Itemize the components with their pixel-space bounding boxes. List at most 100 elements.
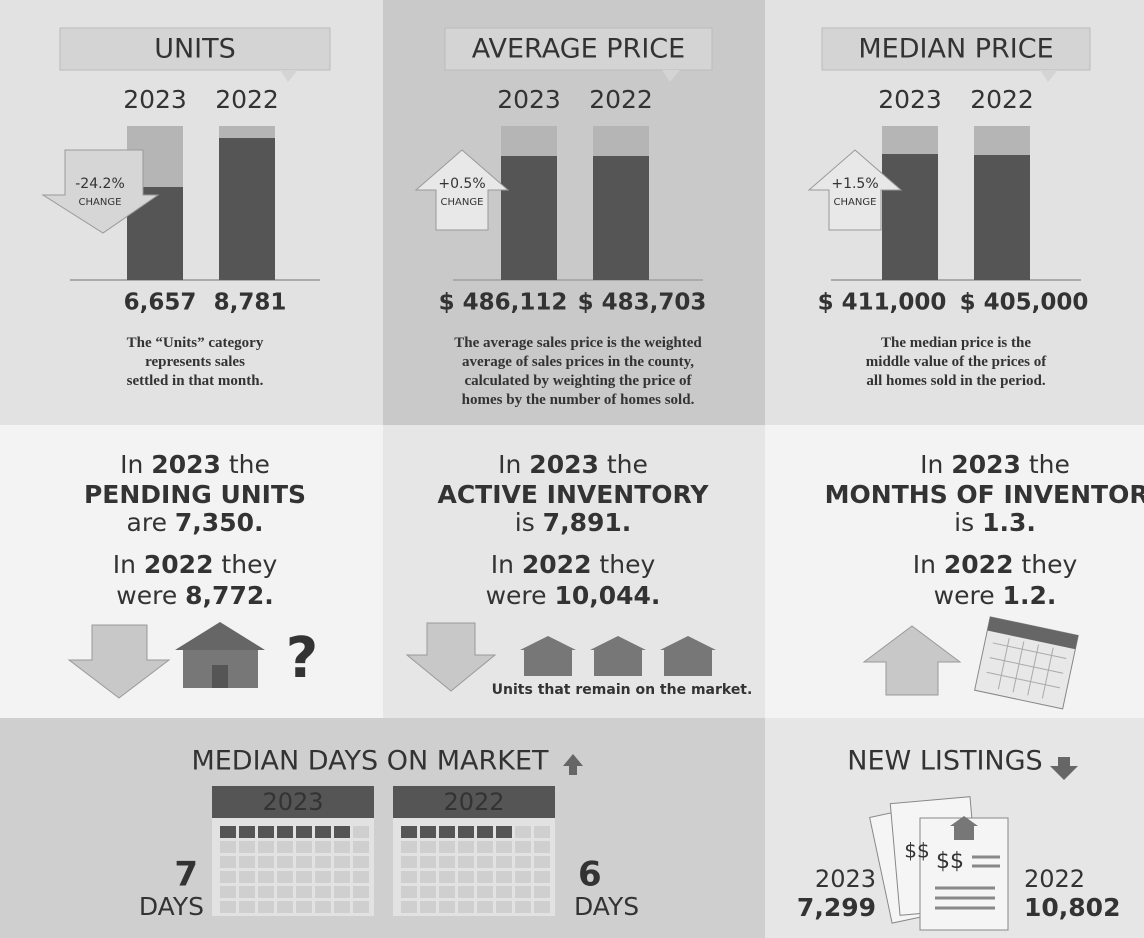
text-segment: calculated by weighting the price of bbox=[464, 373, 692, 389]
bar bbox=[219, 138, 275, 280]
calendar-year: 2022 bbox=[443, 788, 504, 816]
calendar-day bbox=[477, 826, 493, 838]
listing-year: 2023 bbox=[815, 865, 876, 893]
calendar-day bbox=[277, 841, 293, 853]
text-segment: In bbox=[920, 450, 951, 479]
calendar-day bbox=[239, 841, 255, 853]
calendar-day bbox=[420, 841, 436, 853]
calendar-day bbox=[296, 886, 312, 898]
note-line: The median price is the bbox=[881, 335, 1031, 351]
listing-value: 7,299 bbox=[797, 893, 876, 922]
text-segment: 1.2. bbox=[1003, 581, 1057, 610]
calendar-day bbox=[258, 886, 274, 898]
up-icon bbox=[563, 754, 583, 775]
calendar-day bbox=[477, 871, 493, 883]
text-segment: the bbox=[221, 450, 270, 479]
text-segment: is bbox=[515, 508, 543, 537]
text-segment: middle value of the prices of bbox=[866, 354, 1047, 370]
change-label: CHANGE bbox=[79, 197, 122, 208]
text-segment: The bbox=[881, 335, 910, 351]
calendar-day bbox=[439, 856, 455, 868]
text-segment: 8,772. bbox=[185, 581, 274, 610]
calendar-day bbox=[401, 901, 417, 913]
calendar-day bbox=[458, 901, 474, 913]
calendar-day bbox=[401, 826, 417, 838]
change-label: CHANGE bbox=[441, 197, 484, 208]
calendar-day bbox=[277, 886, 293, 898]
text-segment: 7,350. bbox=[175, 508, 264, 537]
calendar-day bbox=[534, 856, 550, 868]
note-line: calculated by weighting the price of bbox=[464, 373, 692, 389]
calendar-year: 2023 bbox=[262, 788, 323, 816]
calendar-day bbox=[277, 856, 293, 868]
stat-line: are 7,350. bbox=[127, 508, 264, 537]
calendar-day bbox=[258, 871, 274, 883]
calendar-day bbox=[296, 841, 312, 853]
calendar-day bbox=[534, 841, 550, 853]
icons: ? bbox=[67, 616, 1079, 710]
calendar-day bbox=[239, 856, 255, 868]
days-unit: DAYS bbox=[574, 892, 639, 921]
calendar-day bbox=[258, 841, 274, 853]
stat-line: is 7,891. bbox=[515, 508, 632, 537]
text-segment: PENDING UNITS bbox=[84, 480, 306, 509]
calendar-day bbox=[315, 856, 331, 868]
calendar-day bbox=[439, 901, 455, 913]
note-line: represents sales bbox=[145, 354, 245, 370]
year-label: 2022 bbox=[589, 85, 653, 114]
calendar-day bbox=[220, 826, 236, 838]
calendar-day bbox=[239, 871, 255, 883]
text-segment: 2022 bbox=[522, 550, 592, 579]
year-label: 2022 bbox=[215, 85, 279, 114]
title-banner bbox=[444, 27, 713, 71]
calendar-day bbox=[439, 841, 455, 853]
calendar-day bbox=[277, 901, 293, 913]
title-banner bbox=[59, 27, 331, 71]
text-segment: were bbox=[486, 581, 555, 610]
panel-title: MEDIAN PRICE bbox=[858, 34, 1053, 65]
panel-title: UNITS bbox=[154, 34, 236, 65]
text-segment: are bbox=[127, 508, 175, 537]
text-segment: the bbox=[599, 450, 648, 479]
calendar-day bbox=[401, 841, 417, 853]
calendar-day bbox=[220, 886, 236, 898]
calendar-day bbox=[420, 826, 436, 838]
note-line: settled in that month. bbox=[127, 373, 264, 389]
calendar-day bbox=[220, 841, 236, 853]
calendar-day bbox=[277, 871, 293, 883]
calendar-day bbox=[458, 841, 474, 853]
calendar-day bbox=[353, 871, 369, 883]
calendar-day bbox=[401, 871, 417, 883]
text-segment: 7,891. bbox=[543, 508, 632, 537]
value-label: 8,781 bbox=[214, 290, 287, 316]
calendar-day bbox=[496, 826, 512, 838]
text-segment: In bbox=[120, 450, 151, 479]
calendar-day bbox=[296, 901, 312, 913]
calendar-day bbox=[515, 901, 531, 913]
text-segment: In bbox=[113, 550, 144, 579]
calendar-day bbox=[401, 886, 417, 898]
text-segment: The “ bbox=[127, 335, 164, 351]
icon-text: $$ bbox=[904, 839, 929, 863]
calendar-day bbox=[258, 856, 274, 868]
calendar-day bbox=[515, 826, 531, 838]
calendar-day bbox=[458, 871, 474, 883]
calendar-day bbox=[496, 901, 512, 913]
calendar-day bbox=[477, 856, 493, 868]
calendar-day bbox=[239, 826, 255, 838]
bar bbox=[882, 154, 938, 280]
note-line: middle value of the prices of bbox=[866, 354, 1047, 370]
text-segment: 2022 bbox=[944, 550, 1014, 579]
note-line: all homes sold in the period. bbox=[866, 373, 1045, 389]
text-segment: is bbox=[954, 508, 982, 537]
stat-line: In 2022 they bbox=[113, 550, 278, 579]
calendar-day bbox=[515, 856, 531, 868]
text-segment: 2023 bbox=[529, 450, 599, 479]
calendar-day bbox=[496, 871, 512, 883]
change-arrow bbox=[414, 149, 510, 231]
text-segment: were bbox=[116, 581, 185, 610]
section-title: MEDIAN DAYS ON MARKET bbox=[191, 746, 549, 777]
calendar-day bbox=[334, 856, 350, 868]
change-arrow bbox=[807, 149, 903, 231]
text-segment: they bbox=[213, 550, 277, 579]
